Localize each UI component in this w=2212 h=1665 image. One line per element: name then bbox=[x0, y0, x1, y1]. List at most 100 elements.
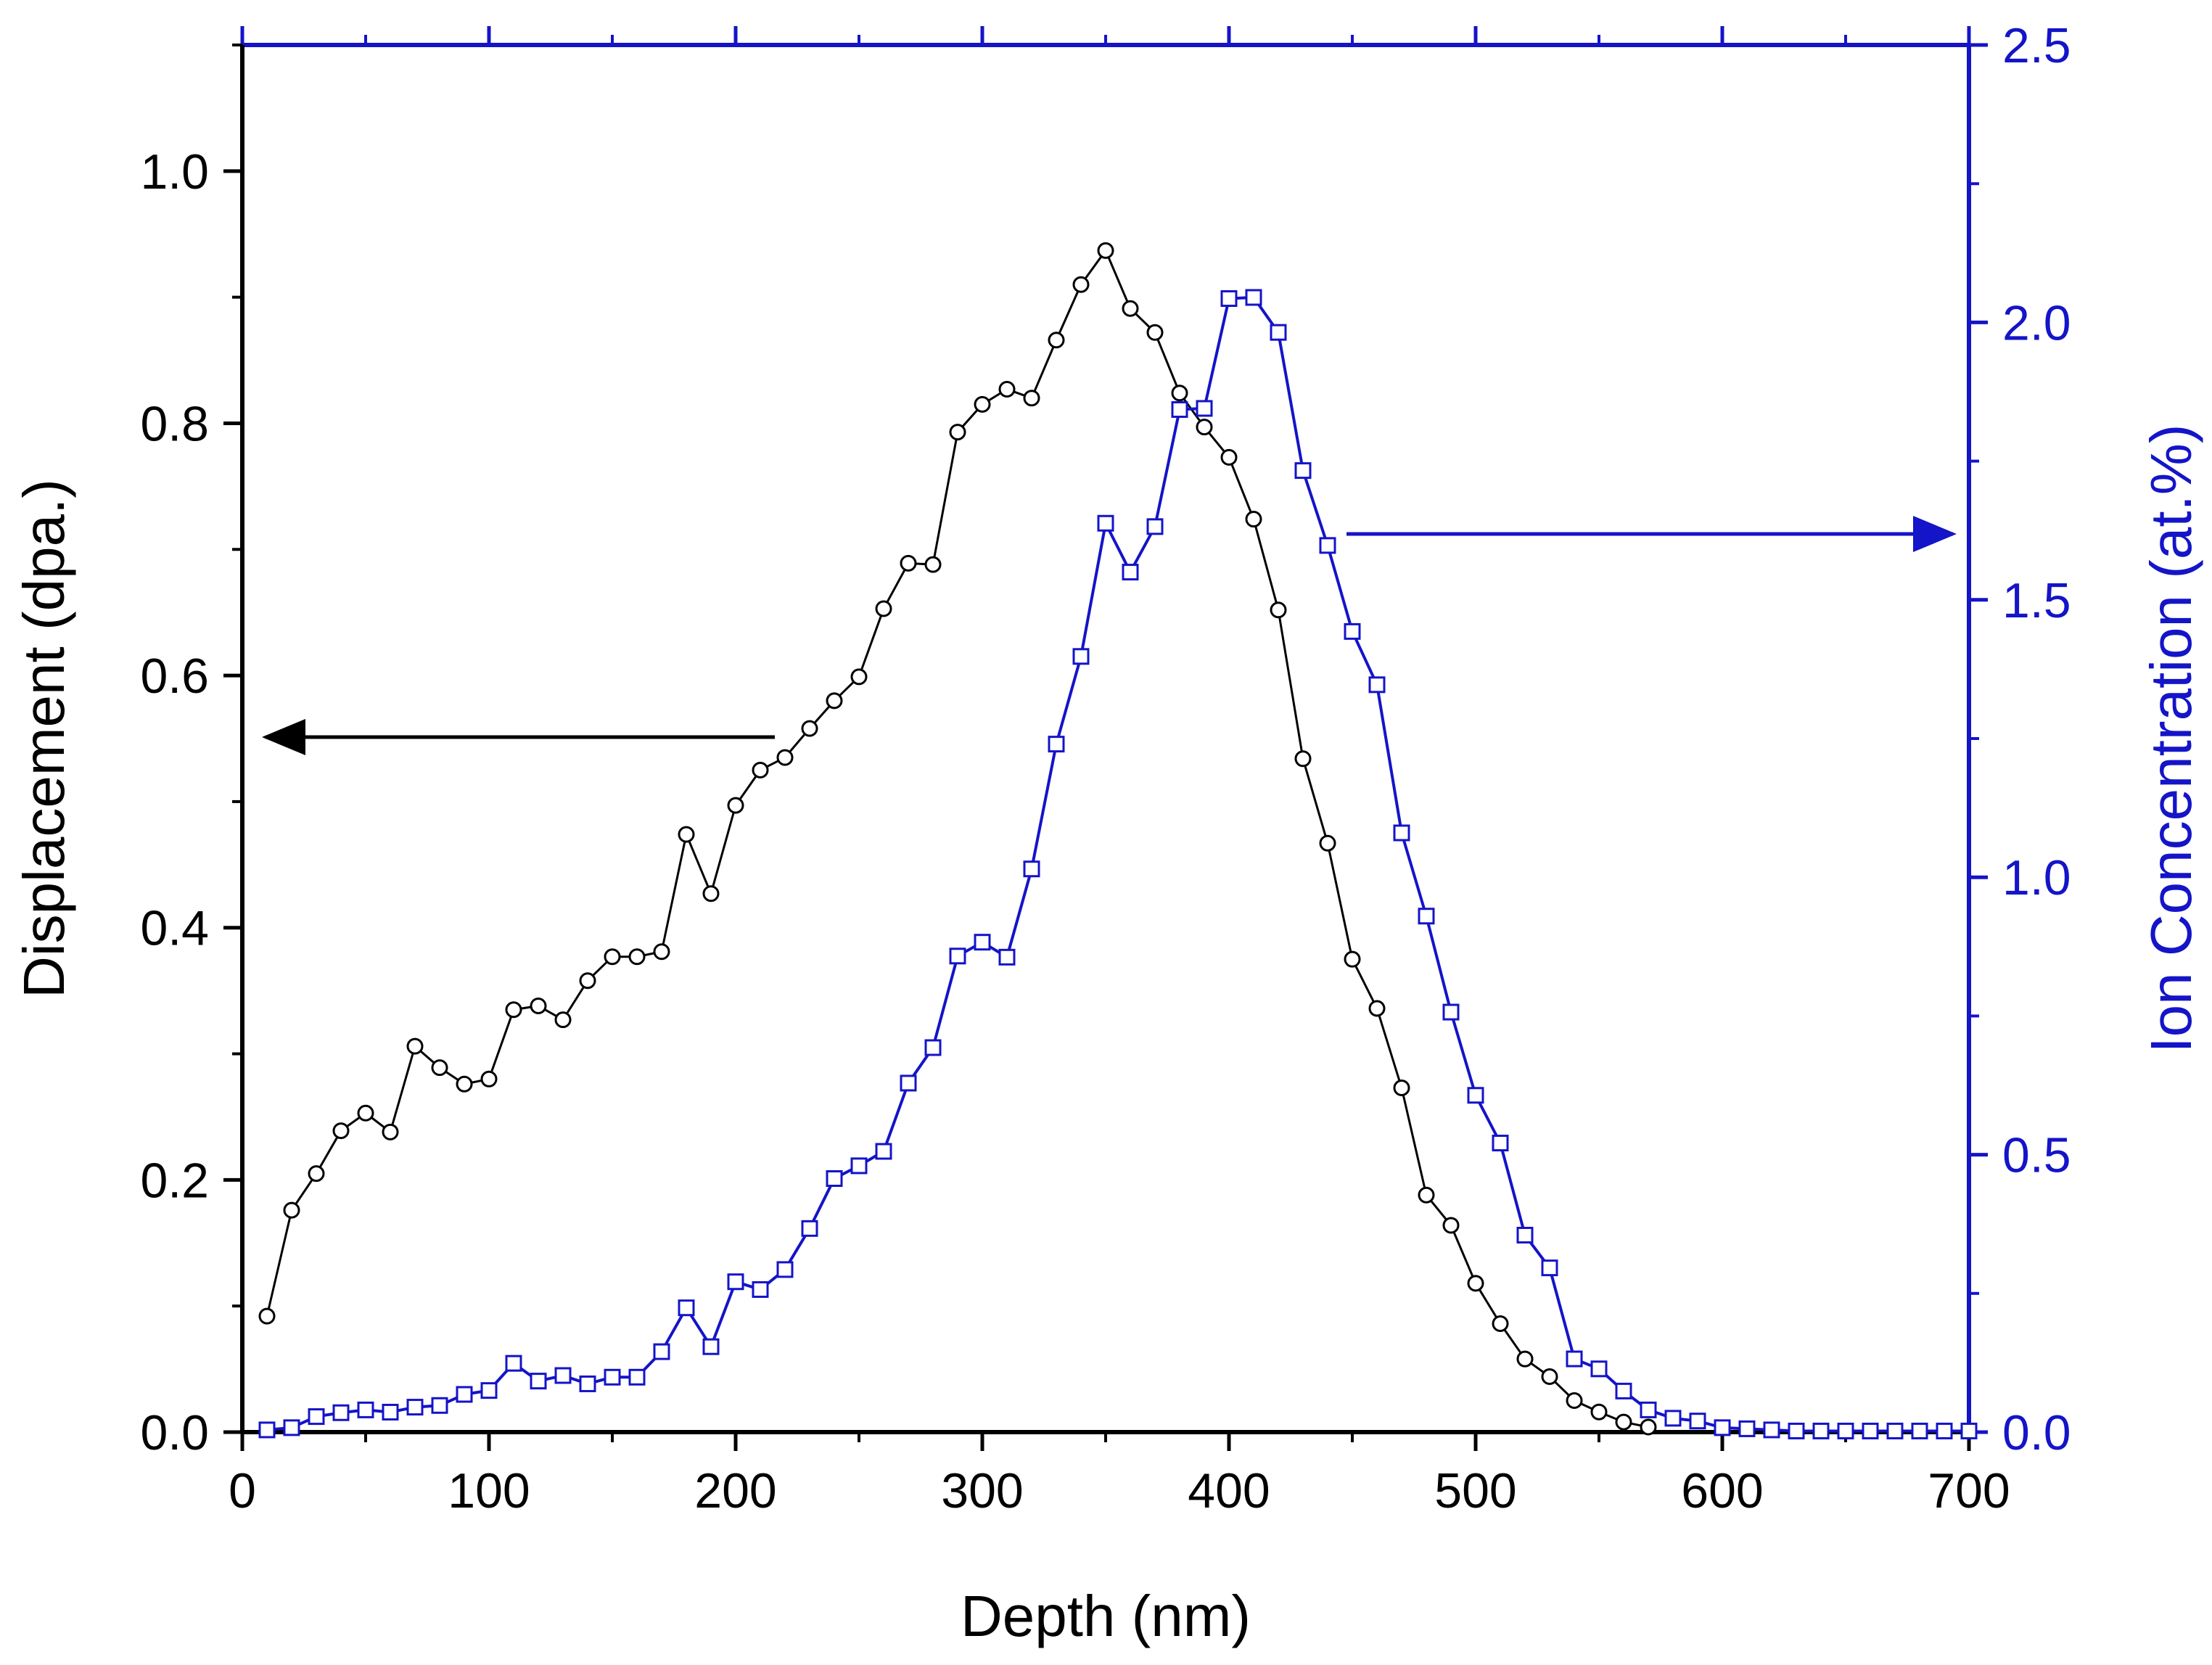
ion-concentration-point bbox=[1960, 1422, 1978, 1439]
ion-concentration-point bbox=[1048, 736, 1065, 753]
ion-concentration-point bbox=[826, 1169, 843, 1187]
displacement-point bbox=[1245, 511, 1262, 528]
displacement-point bbox=[1368, 1000, 1386, 1017]
ion-concentration-point bbox=[308, 1408, 325, 1426]
ion-concentration-point bbox=[949, 947, 966, 965]
ion-concentration-point bbox=[382, 1403, 399, 1421]
displacement-point bbox=[1220, 448, 1238, 466]
displacement-point bbox=[702, 885, 720, 903]
displacement-point bbox=[1097, 242, 1114, 259]
displacement-point bbox=[406, 1037, 424, 1055]
x-tick-label: 400 bbox=[1188, 1463, 1270, 1518]
ion-concentration-point bbox=[1911, 1422, 1928, 1439]
displacement-point bbox=[283, 1201, 300, 1219]
ion-concentration-point bbox=[1146, 518, 1164, 535]
ion-concentration-point bbox=[727, 1273, 744, 1291]
displacement-point bbox=[382, 1123, 399, 1140]
y2-axis-title: Ion Concentration (at.%) bbox=[2139, 424, 2203, 1053]
ion-concentration-point bbox=[1788, 1422, 1805, 1439]
ion-concentration-point bbox=[1072, 648, 1090, 665]
x-tick-label: 200 bbox=[694, 1463, 776, 1518]
y-tick-label: 1.0 bbox=[140, 144, 209, 200]
displacement-point bbox=[604, 948, 621, 966]
y-tick-label: 0.2 bbox=[140, 1153, 209, 1208]
y2-tick-label: 2.0 bbox=[2002, 295, 2071, 350]
ion-concentration-point bbox=[1442, 1003, 1460, 1021]
x-tick-label: 300 bbox=[941, 1463, 1023, 1518]
ion-concentration-point bbox=[1418, 908, 1435, 925]
y2-tick-label: 2.5 bbox=[2002, 18, 2071, 73]
ion-concentration-markers bbox=[258, 289, 1978, 1439]
displacement-point bbox=[1615, 1413, 1632, 1431]
displacement-point bbox=[1319, 834, 1336, 852]
ion-concentration-point bbox=[1566, 1350, 1583, 1368]
displacement-point bbox=[1122, 300, 1139, 317]
ion-concentration-point bbox=[776, 1261, 794, 1278]
ion-concentration-point bbox=[1640, 1401, 1657, 1418]
ion-concentration-point bbox=[1344, 622, 1361, 640]
ion-concentration-point bbox=[579, 1375, 596, 1392]
displacement-point bbox=[752, 761, 769, 778]
ion-concentration-point bbox=[1837, 1422, 1854, 1439]
ion-concentration-point bbox=[1541, 1259, 1558, 1277]
displacement-point bbox=[1048, 332, 1065, 349]
displacement-point bbox=[332, 1122, 350, 1140]
displacement-point bbox=[628, 948, 646, 966]
ion-concentration-point bbox=[1714, 1419, 1731, 1436]
displacement-point bbox=[505, 1001, 522, 1019]
ion-concentration-point bbox=[406, 1399, 424, 1416]
x-tick-label: 100 bbox=[448, 1463, 530, 1518]
displacement-point bbox=[1566, 1392, 1583, 1410]
displacement-point bbox=[1467, 1275, 1484, 1292]
ion-concentration-point bbox=[1812, 1422, 1830, 1439]
ion-concentration-point bbox=[628, 1368, 646, 1386]
ion-concentration-point bbox=[1763, 1421, 1780, 1439]
ion-concentration-point bbox=[480, 1382, 498, 1399]
ion-concentration-point bbox=[1319, 537, 1336, 554]
ion-concentration-point bbox=[1122, 564, 1139, 581]
displacement-point bbox=[357, 1104, 374, 1122]
ion-concentration-point bbox=[1738, 1420, 1756, 1437]
displacement-markers bbox=[258, 242, 1657, 1436]
ion-concentration-point bbox=[1220, 290, 1238, 308]
y-tick-label: 0.0 bbox=[140, 1405, 209, 1460]
y-tick-label: 0.6 bbox=[140, 649, 209, 704]
displacement-point bbox=[1171, 385, 1188, 402]
ion-concentration-point bbox=[1097, 514, 1114, 532]
ion-concentration-point bbox=[1023, 860, 1040, 878]
displacement-point bbox=[974, 395, 991, 413]
displacement-point bbox=[431, 1059, 448, 1077]
x-axis-title: Depth (nm) bbox=[961, 1584, 1251, 1648]
y-tick-label: 0.8 bbox=[140, 396, 209, 451]
y-axis-title: Displacement (dpa.) bbox=[12, 479, 76, 998]
displacement-point bbox=[1344, 950, 1361, 968]
tick-labels: 0 100 200 300 400 500 600 7000.00.20.40.60.81.0… bbox=[140, 18, 2071, 1518]
displacement-point bbox=[1418, 1186, 1435, 1204]
ion-concentration-point bbox=[554, 1367, 572, 1384]
ion-concentration-point bbox=[505, 1354, 522, 1372]
ion-concentration-point bbox=[801, 1220, 818, 1237]
ion-concentration-point bbox=[1393, 824, 1410, 842]
ion-concentration-point bbox=[752, 1280, 769, 1298]
ion-concentration-point bbox=[1196, 400, 1213, 417]
ion-concentration-point bbox=[1615, 1382, 1632, 1399]
displacement-point bbox=[1072, 276, 1090, 293]
ion-concentration-point bbox=[850, 1157, 868, 1175]
displacement-point bbox=[949, 424, 966, 441]
ion-concentration-point bbox=[653, 1343, 670, 1360]
ion-concentration-point bbox=[1664, 1410, 1682, 1427]
displacement-point bbox=[1294, 750, 1312, 768]
ion-concentration-point bbox=[924, 1039, 942, 1056]
ion-concentration-point bbox=[530, 1373, 547, 1390]
displacement-point bbox=[554, 1011, 572, 1029]
displacement-point bbox=[579, 972, 596, 990]
ion-concentration-point bbox=[1294, 462, 1312, 480]
axis-ticks bbox=[223, 26, 1988, 1451]
displacement-point bbox=[456, 1075, 473, 1093]
displacement-point bbox=[1541, 1368, 1558, 1386]
y2-tick-label: 0.0 bbox=[2002, 1405, 2071, 1460]
displacement-point bbox=[826, 692, 843, 710]
ion-concentration-point bbox=[998, 948, 1016, 966]
